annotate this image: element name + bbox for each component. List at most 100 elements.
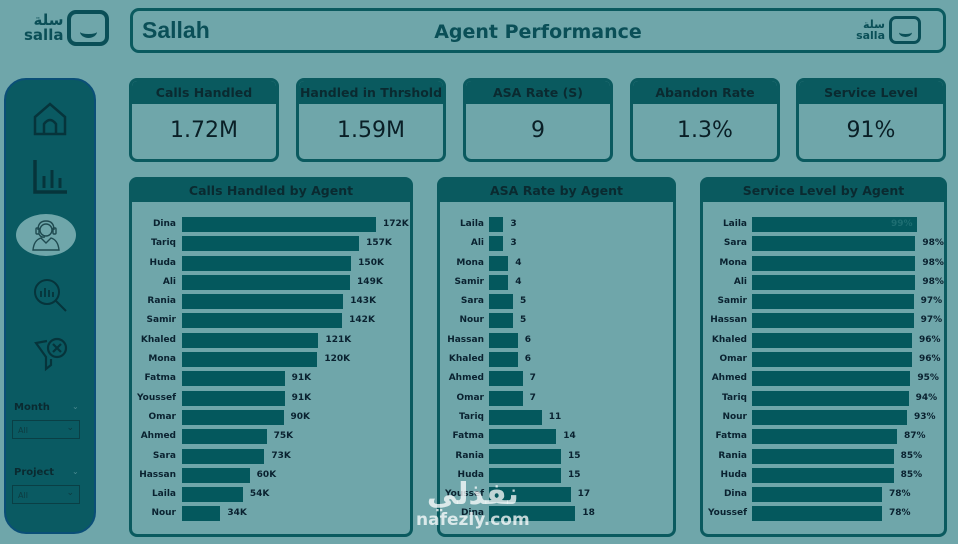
- bar[interactable]: [489, 487, 571, 503]
- bar-row: Tariq 11: [440, 409, 673, 428]
- bar[interactable]: [752, 236, 916, 252]
- bar[interactable]: [752, 371, 911, 387]
- bar[interactable]: [182, 255, 352, 271]
- bar[interactable]: [489, 217, 504, 232]
- kpi-card-handled-in-threshold: Handled in Thrshold 1.59M: [296, 78, 446, 162]
- month-dropdown[interactable]: All ⌄: [12, 420, 80, 439]
- bar[interactable]: [489, 352, 518, 368]
- bar-category-label: Fatma: [144, 373, 176, 384]
- bar-row: Hassan 60K: [132, 467, 410, 486]
- bar[interactable]: [489, 506, 576, 522]
- bar-row: Huda 85%: [703, 467, 944, 486]
- bar-row: Rania 15: [440, 448, 673, 467]
- bar-category-label: Huda: [149, 257, 176, 268]
- bar[interactable]: [489, 313, 513, 329]
- bar[interactable]: [752, 217, 917, 232]
- bar[interactable]: [752, 274, 916, 290]
- chevron-down-icon[interactable]: ⌄: [72, 402, 79, 411]
- bar-category-label: Ali: [470, 238, 484, 249]
- bar[interactable]: [752, 332, 912, 348]
- bar[interactable]: [182, 448, 265, 464]
- bar[interactable]: [182, 352, 318, 368]
- bar[interactable]: [752, 294, 914, 310]
- bar-row: Laila 99%: [703, 216, 944, 235]
- bar-row: Fatma 91K: [132, 370, 410, 389]
- bar-row: Sara 73K: [132, 448, 410, 467]
- bar-value-label: 11: [548, 411, 562, 422]
- bar[interactable]: [489, 274, 509, 290]
- bar[interactable]: [752, 255, 916, 271]
- bar[interactable]: [489, 429, 557, 445]
- bar-value-label: 15: [568, 450, 581, 461]
- bar[interactable]: [489, 255, 509, 271]
- bar[interactable]: [489, 390, 523, 406]
- kpi-label: Abandon Rate: [633, 81, 777, 104]
- chevron-down-icon[interactable]: ⌄: [72, 467, 79, 476]
- bar-category-label: Hassan: [139, 469, 176, 480]
- bar-value-label: 94%: [915, 392, 938, 403]
- bar[interactable]: [182, 294, 344, 310]
- bar[interactable]: [489, 294, 513, 310]
- chart-service-level-by-agent: Service Level by Agent Laila 99% Sara 98% Mo…: [700, 177, 947, 537]
- nav-clear-filters-button[interactable]: [6, 335, 94, 373]
- kpi-label: Calls Handled: [132, 81, 276, 104]
- bar[interactable]: [489, 332, 518, 348]
- bar-value-label: 98%: [922, 257, 944, 268]
- bar-value-label: 91K: [291, 392, 312, 403]
- bar[interactable]: [489, 236, 504, 252]
- bar-row: Sara 98%: [703, 235, 944, 254]
- bar-value-label: 85%: [900, 450, 923, 461]
- bar-value-label: 15: [568, 469, 581, 480]
- bar-list: Laila 3 Ali 3 Mona 4 Samir 4 Sara 5 Nour 5 Hassan 6 Kh…: [440, 216, 673, 525]
- chart-title: Service Level by Agent: [703, 180, 944, 202]
- bar[interactable]: [752, 429, 897, 445]
- bar[interactable]: [752, 390, 909, 406]
- logo-arabic-text: سلة: [33, 11, 64, 29]
- bar[interactable]: [182, 429, 267, 445]
- bar[interactable]: [752, 352, 912, 368]
- bar[interactable]: [182, 274, 351, 290]
- bar[interactable]: [489, 371, 523, 387]
- filter-clear-icon: [34, 337, 68, 372]
- bar[interactable]: [182, 409, 284, 425]
- nav-bar-chart-button[interactable]: [6, 158, 94, 196]
- nav-agent-button[interactable]: [16, 214, 76, 256]
- bar[interactable]: [489, 409, 542, 425]
- bar-row: Mona 4: [440, 255, 673, 274]
- bar[interactable]: [752, 313, 914, 329]
- bar[interactable]: [182, 217, 376, 232]
- bar[interactable]: [182, 467, 250, 483]
- bar[interactable]: [752, 409, 907, 425]
- bar[interactable]: [182, 236, 360, 252]
- bar-row: Nour 93%: [703, 409, 944, 428]
- bar-value-label: 3: [510, 219, 517, 229]
- bar[interactable]: [752, 487, 882, 503]
- bar[interactable]: [182, 371, 285, 387]
- bar[interactable]: [489, 448, 561, 464]
- bar[interactable]: [182, 487, 243, 503]
- nav-analysis-button[interactable]: [6, 276, 94, 314]
- kpi-value: 1.3%: [677, 118, 733, 143]
- month-dropdown-value: All: [18, 426, 28, 435]
- header-bar: Sallah Agent Performance سلة salla: [130, 8, 946, 53]
- bar-category-label: Khaled: [711, 334, 747, 345]
- nav-home-button[interactable]: [6, 100, 94, 138]
- bar[interactable]: [752, 467, 894, 483]
- kpi-card-asa-rate: ASA Rate (S) 9: [463, 78, 613, 162]
- bar[interactable]: [182, 313, 343, 329]
- bar-row: Sara 5: [440, 293, 673, 312]
- bar-value-label: 17: [577, 489, 591, 500]
- bar-value-label: 4: [515, 257, 522, 268]
- bar-category-label: Dina: [460, 508, 484, 519]
- bar[interactable]: [182, 332, 319, 348]
- bar-category-label: Ahmed: [140, 431, 176, 442]
- bar[interactable]: [182, 506, 221, 522]
- project-dropdown[interactable]: All ⌄: [12, 485, 80, 504]
- bar[interactable]: [752, 448, 894, 464]
- bar[interactable]: [752, 506, 882, 522]
- bar[interactable]: [489, 467, 561, 483]
- bar[interactable]: [182, 390, 285, 406]
- bar-category-label: Mona: [148, 354, 176, 365]
- bar-value-label: 5: [520, 315, 527, 326]
- agent-headset-icon: [32, 220, 60, 251]
